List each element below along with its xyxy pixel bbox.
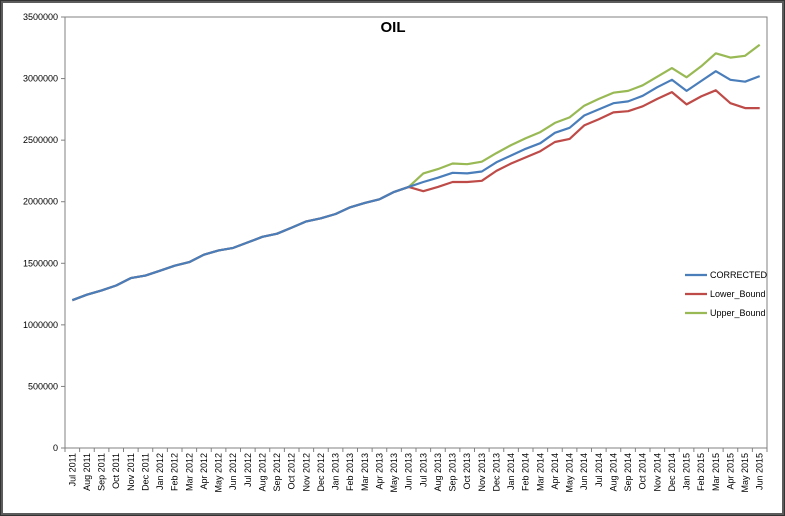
y-tick-label: 1500000 [23, 258, 58, 268]
x-tick-label: Jan 2014 [506, 453, 516, 490]
x-tick-label: Oct 2011 [111, 453, 121, 489]
x-tick-label: Aug 2012 [257, 453, 267, 492]
x-tick-label: Nov 2013 [477, 453, 487, 492]
series-line-corrected [71, 70, 761, 302]
line-chart: OIL 0 500000 1000000 1500000 2000000 2500000 3… [23, 12, 768, 493]
y-tick-label: 0 [53, 443, 58, 453]
x-tick-label: Mar 2014 [535, 453, 545, 491]
x-tick-label: May 2013 [389, 453, 399, 493]
x-tick-label: Nov 2012 [301, 453, 311, 492]
x-tick-label: Sep 2012 [272, 453, 282, 492]
x-tick-label: Dec 2014 [667, 453, 677, 492]
x-tick-label: Mar 2013 [360, 453, 370, 491]
x-tick-label: Jan 2015 [682, 453, 692, 490]
x-tick-label: Aug 2014 [608, 453, 618, 492]
y-tick-label: 2000000 [23, 197, 58, 207]
x-tick-label: Nov 2011 [126, 453, 136, 491]
x-tick-label: Aug 2013 [433, 453, 443, 492]
chart-area: OIL 0 500000 1000000 1500000 2000000 2500000 3… [5, 5, 776, 509]
x-tick-label: Dec 2011 [140, 453, 150, 491]
x-tick-label: Apr 2013 [374, 453, 384, 490]
legend-label: CORRECTED [710, 270, 768, 280]
legend-label: Upper_Bound [710, 308, 766, 318]
x-tick-label: Feb 2014 [521, 453, 531, 491]
x-tick-label: Apr 2015 [725, 453, 735, 490]
x-tick-label: May 2012 [214, 453, 224, 493]
x-tick-label: Feb 2013 [345, 453, 355, 491]
x-tick-label: Jul 2013 [418, 453, 428, 487]
x-tick-label: Jan 2012 [155, 453, 165, 490]
x-tick-label: Feb 2012 [170, 453, 180, 491]
x-tick-label: Jul 2014 [594, 453, 604, 487]
x-tick-label: Dec 2013 [491, 453, 501, 492]
x-tick-label: Jun 2013 [404, 453, 414, 490]
x-tick-label: Apr 2014 [550, 453, 560, 490]
x-tick-label: Nov 2014 [652, 453, 662, 492]
x-tick-label: Jun 2014 [579, 453, 589, 490]
x-tick-label: Dec 2012 [316, 453, 326, 492]
x-tick-label: Sep 2013 [448, 453, 458, 492]
series-line-lower-bound [71, 89, 760, 302]
x-tick-label: Feb 2015 [696, 453, 706, 491]
x-tick-label: Oct 2014 [638, 453, 648, 490]
x-tick-label: Oct 2012 [287, 453, 297, 490]
x-tick-label: Jul 2012 [243, 453, 253, 487]
legend-label: Lower_Bound [710, 289, 766, 299]
x-tick-label: Mar 2015 [711, 453, 721, 491]
x-tick-label: May 2014 [565, 453, 575, 493]
y-tick-label: 3000000 [23, 74, 58, 84]
y-tick-label: 1000000 [23, 320, 58, 330]
x-tick-label: Sep 2014 [623, 453, 633, 492]
x-tick-label: Oct 2013 [462, 453, 472, 490]
x-tick-label: Apr 2012 [199, 453, 209, 490]
x-tick-label: May 2015 [740, 453, 750, 493]
y-tick-label: 2500000 [23, 135, 58, 145]
x-tick-label: Jun 2015 [755, 453, 765, 490]
x-tick-label: Jan 2013 [331, 453, 341, 490]
series-line-upper-bound [71, 43, 761, 302]
y-tick-label: 3500000 [23, 12, 58, 22]
x-tick-label: Aug 2011 [82, 453, 92, 491]
chart-title: OIL [381, 19, 406, 36]
y-tick-label: 500000 [28, 381, 58, 391]
x-tick-label: Jul 2011 [67, 453, 77, 486]
x-tick-label: Mar 2012 [184, 453, 194, 491]
plot-area [64, 16, 768, 449]
x-tick-label: Jun 2012 [228, 453, 238, 490]
x-tick-label: Sep 2011 [97, 453, 107, 491]
